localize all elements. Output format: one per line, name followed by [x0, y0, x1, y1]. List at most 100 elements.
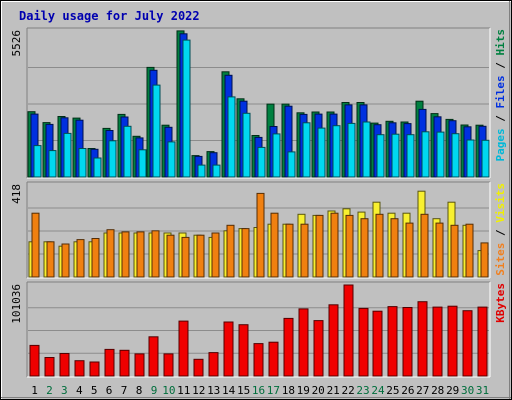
kbytes-series-kbytes [29, 284, 488, 377]
kbytes-bar-kbytes [238, 324, 249, 377]
kbytes-legend: KBytes [494, 283, 507, 323]
visitors-bar-sites [450, 224, 459, 278]
requests-bar-pages [78, 148, 87, 178]
visitors-bar-sites [480, 242, 489, 278]
visitors-bar-sites [345, 214, 354, 278]
requests-bar-pages [93, 157, 102, 178]
visitors-panel: 418 Sites / Visits [10, 181, 507, 279]
requests-bar-pages [152, 84, 161, 178]
requests-bar-pages [391, 133, 400, 178]
visitors-bar-sites [106, 229, 115, 278]
x-tick-label: 4 [76, 384, 83, 397]
x-tick-label: 28 [431, 384, 444, 397]
kbytes-bar-kbytes [328, 304, 339, 377]
requests-bar-pages [347, 122, 356, 178]
kbytes-bar-kbytes [119, 349, 130, 377]
kbytes-bar-kbytes [462, 310, 473, 377]
requests-bar-pages [406, 134, 415, 178]
visitors-bar-sites [300, 223, 309, 278]
visitors-bar-sites [375, 213, 384, 278]
requests-bar-pages [362, 121, 371, 178]
kbytes-bar-kbytes [283, 317, 294, 377]
requests-bar-pages [332, 125, 341, 178]
kbytes-bar-kbytes [208, 352, 219, 377]
kbytes-bar-kbytes [89, 361, 100, 377]
visitors-bar-sites [241, 228, 250, 278]
visitors-bar-sites [360, 218, 369, 278]
kbytes-bar-kbytes [148, 336, 159, 377]
visitors-bar-sites [330, 212, 339, 278]
kbytes-bar-kbytes [104, 348, 115, 377]
requests-bar-pages [227, 96, 236, 178]
kbytes-bar-kbytes [313, 320, 324, 377]
kbytes-bar-kbytes [372, 310, 383, 377]
visitors-bar-sites [390, 218, 399, 278]
x-tick-label: 3 [61, 384, 68, 397]
requests-legend: Pages / Files / Hits [494, 29, 507, 162]
requests-bar-pages [242, 112, 251, 178]
legend-entry: Files [494, 75, 507, 108]
visitors-ymax-label: 418 [10, 184, 23, 204]
x-tick-label: 2 [46, 384, 53, 397]
legend-entry: / [494, 56, 507, 76]
x-tick-label: 15 [237, 384, 250, 397]
x-tick-label: 1 [31, 384, 38, 397]
requests-bar-pages [63, 132, 72, 178]
kbytes-bar-kbytes [134, 353, 145, 377]
requests-bar-pages [197, 164, 206, 178]
requests-bar-pages [123, 125, 132, 178]
requests-bar-pages [302, 122, 311, 178]
kbytes-bar-kbytes [477, 306, 488, 377]
requests-panel: 5526 Pages / Files / Hits [10, 27, 507, 179]
x-tick-label: 29 [446, 384, 459, 397]
x-tick-label: 20 [312, 384, 325, 397]
requests-bar-pages [138, 149, 147, 178]
visitors-bar-sites [226, 224, 235, 278]
legend-entry: KBytes [494, 283, 507, 323]
visitors-bar-sites [166, 234, 175, 278]
requests-bar-pages [466, 139, 475, 178]
requests-bar-pages [48, 150, 57, 178]
kbytes-ymax-label: 101036 [10, 284, 23, 324]
x-tick-label: 21 [327, 384, 340, 397]
requests-bar-pages [272, 133, 281, 178]
requests-ymax-label: 5526 [10, 30, 23, 57]
requests-bar-pages [182, 39, 191, 178]
visitors-bar-sites [285, 223, 294, 278]
x-tick-label: 17 [267, 384, 280, 397]
x-tick-label: 11 [177, 384, 190, 397]
x-tick-label: 24 [371, 384, 385, 397]
visitors-bar-sites [435, 222, 444, 278]
kbytes-bar-kbytes [417, 301, 428, 377]
legend-entry: / [494, 223, 507, 243]
kbytes-bar-kbytes [44, 357, 55, 377]
x-tick-label: 5 [91, 384, 98, 397]
kbytes-bar-kbytes [178, 320, 189, 377]
kbytes-panel: 101036 KBytes [10, 281, 507, 378]
legend-entry: Visits [494, 183, 507, 223]
visitors-bar-sites [31, 212, 40, 278]
kbytes-bar-kbytes [163, 353, 174, 377]
visitors-bar-sites [136, 231, 145, 278]
x-tick-label: 13 [207, 384, 220, 397]
legend-entry: Hits [494, 29, 507, 56]
x-tick-label: 22 [341, 384, 354, 397]
visitors-bar-sites [196, 234, 205, 278]
requests-bar-pages [451, 133, 460, 178]
visitors-bar-sites [405, 222, 414, 278]
x-tick-label: 30 [461, 384, 474, 397]
kbytes-bar-kbytes [223, 321, 234, 377]
requests-bar-pages [481, 139, 490, 178]
kbytes-bar-kbytes [193, 358, 204, 377]
requests-bar-pages [436, 131, 445, 178]
visitors-legend: Sites / Visits [494, 183, 507, 276]
kbytes-bar-kbytes [447, 305, 458, 377]
visitors-bar-sites [211, 232, 220, 278]
visitors-bar-sites [46, 241, 55, 278]
requests-bar-pages [317, 127, 326, 178]
x-tick-label: 12 [192, 384, 205, 397]
requests-bar-pages [376, 134, 385, 178]
kbytes-bar-kbytes [432, 306, 443, 377]
